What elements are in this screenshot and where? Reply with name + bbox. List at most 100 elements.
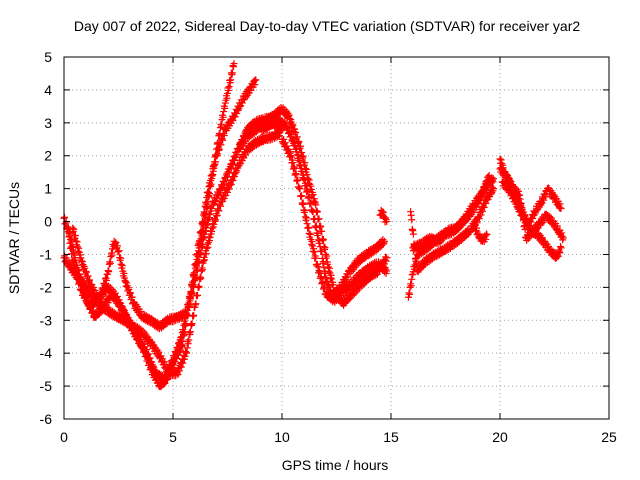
data-points (60, 60, 567, 391)
interpolated-point (312, 222, 320, 230)
interpolated-point (342, 276, 350, 284)
data-point (485, 171, 493, 179)
y-tick-label: -6 (40, 411, 53, 427)
interpolated-point (210, 164, 218, 172)
interpolated-point (103, 276, 111, 284)
interpolated-point (82, 268, 90, 276)
interpolated-point (304, 187, 312, 195)
interpolated-point (194, 291, 202, 299)
interpolated-point (215, 207, 223, 215)
series-track-o (496, 164, 567, 244)
interpolated-point (106, 259, 114, 267)
y-tick-label: -5 (40, 378, 53, 394)
interpolated-point (518, 205, 526, 213)
interpolated-point (289, 122, 297, 130)
interpolated-point (289, 159, 297, 167)
y-tick-label: 5 (44, 49, 52, 65)
interpolated-point (314, 263, 322, 271)
plot-border (63, 56, 610, 420)
interpolated-point (185, 300, 193, 308)
series-track-j (407, 183, 497, 276)
interpolated-point (128, 293, 136, 301)
y-tick-label: 4 (44, 82, 52, 98)
interpolated-point (556, 249, 564, 257)
interpolated-point (198, 266, 206, 274)
interpolated-point (195, 283, 203, 291)
interpolated-point (198, 242, 206, 250)
interpolated-point (292, 128, 300, 136)
interpolated-point (171, 354, 179, 362)
interpolated-point (312, 201, 320, 209)
interpolated-point (202, 200, 210, 208)
y-tick-label: -1 (40, 246, 53, 262)
interpolated-point (298, 168, 306, 176)
interpolated-point (519, 215, 527, 223)
interpolated-point (113, 242, 121, 250)
interpolated-point (126, 289, 134, 297)
series-track-k (409, 171, 493, 255)
interpolated-point (305, 193, 313, 201)
interpolated-point (195, 258, 203, 266)
interpolated-point (192, 300, 200, 308)
interpolated-point (197, 274, 205, 282)
interpolated-point (86, 299, 94, 307)
interpolated-point (507, 178, 515, 186)
x-axis-label: GPS time / hours (282, 457, 389, 473)
data-point (559, 234, 567, 242)
interpolated-point (312, 254, 320, 262)
interpolated-point (112, 238, 120, 246)
interpolated-point (521, 225, 529, 233)
tick-labels: 0 5 10 15 20 25 -6 -5 -4 -3 -2 -1 0 1 2 3 4 5 (40, 49, 617, 445)
interpolated-point (301, 159, 309, 167)
interpolated-point (172, 350, 180, 358)
data-point (230, 60, 238, 68)
interpolated-point (298, 192, 306, 200)
interpolated-point (329, 281, 337, 289)
interpolated-point (213, 211, 221, 219)
interpolated-point (309, 208, 317, 216)
series-track-l (470, 221, 491, 246)
interpolated-point (89, 283, 97, 291)
interpolated-point (325, 282, 333, 290)
interpolated-point (319, 278, 327, 286)
interpolated-point (323, 252, 331, 260)
interpolated-point (214, 150, 222, 158)
interpolated-point (228, 69, 236, 77)
interpolated-point (66, 229, 74, 237)
interpolated-point (407, 282, 415, 290)
interpolated-point (316, 268, 324, 276)
interpolated-point (284, 123, 292, 131)
interpolated-point (237, 142, 245, 150)
series-track-h (376, 206, 391, 226)
y-tick-label: -3 (40, 312, 53, 328)
interpolated-point (115, 247, 123, 255)
interpolated-point (473, 224, 481, 232)
data-point (557, 204, 565, 212)
interpolated-point (318, 227, 326, 235)
interpolated-point (307, 199, 315, 207)
interpolated-point (296, 185, 304, 193)
interpolated-point (311, 215, 319, 223)
y-tick-label: 2 (44, 148, 52, 164)
interpolated-point (310, 248, 318, 256)
interpolated-point (105, 268, 113, 276)
interpolated-point (314, 229, 322, 237)
interpolated-point (61, 213, 69, 221)
interpolated-point (212, 158, 220, 166)
interpolated-point (215, 145, 223, 153)
interpolated-point (505, 175, 513, 183)
interpolated-point (179, 328, 187, 336)
interpolated-point (227, 76, 235, 84)
interpolated-point (192, 274, 200, 282)
data-point (383, 218, 391, 226)
axis-ticks (63, 56, 610, 420)
data-point (252, 76, 260, 84)
interpolated-point (302, 182, 310, 190)
interpolated-point (241, 151, 249, 159)
y-tick-label: 1 (44, 181, 52, 197)
series-track-g (278, 135, 391, 306)
x-tick-label: 5 (169, 429, 177, 445)
interpolated-point (196, 237, 204, 245)
data-point (276, 129, 284, 137)
